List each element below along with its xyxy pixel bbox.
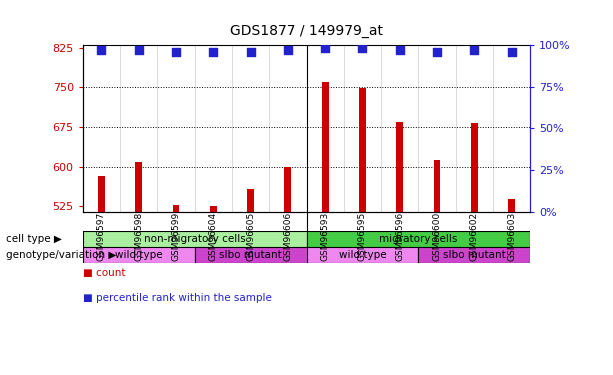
Point <box>246 49 256 55</box>
Text: GSM96606: GSM96606 <box>283 211 292 261</box>
Text: GSM96596: GSM96596 <box>395 211 404 261</box>
Point <box>395 47 405 53</box>
Text: GSM96603: GSM96603 <box>507 211 516 261</box>
Point <box>470 47 479 53</box>
Bar <box>83 231 306 247</box>
Bar <box>83 247 195 262</box>
Point <box>171 49 181 55</box>
Text: wild type: wild type <box>115 250 162 260</box>
Text: GSM96605: GSM96605 <box>246 211 255 261</box>
Bar <box>173 205 180 212</box>
Bar <box>306 247 418 262</box>
Bar <box>433 160 440 212</box>
Bar <box>322 82 329 212</box>
Bar <box>135 162 142 211</box>
Text: genotype/variation ▶: genotype/variation ▶ <box>6 250 116 260</box>
Text: non-migratory cells: non-migratory cells <box>144 234 245 244</box>
Text: GSM96595: GSM96595 <box>358 211 367 261</box>
Bar <box>418 247 530 262</box>
Bar <box>471 123 478 211</box>
Point <box>357 45 367 51</box>
Point <box>507 49 517 55</box>
Text: ■ percentile rank within the sample: ■ percentile rank within the sample <box>83 292 272 303</box>
Text: GDS1877 / 149979_at: GDS1877 / 149979_at <box>230 24 383 38</box>
Bar <box>210 206 216 212</box>
Text: migratory cells: migratory cells <box>379 234 457 244</box>
Point <box>432 49 442 55</box>
Point <box>96 47 106 53</box>
Bar <box>284 166 291 211</box>
Text: GSM96599: GSM96599 <box>172 211 180 261</box>
Bar <box>306 231 530 247</box>
Text: GSM96598: GSM96598 <box>134 211 143 261</box>
Text: GSM96602: GSM96602 <box>470 211 479 261</box>
Text: wild type: wild type <box>338 250 386 260</box>
Bar <box>397 122 403 211</box>
Bar <box>247 189 254 211</box>
Point <box>320 45 330 51</box>
Bar <box>98 176 105 211</box>
Bar <box>195 247 306 262</box>
Text: GSM96600: GSM96600 <box>433 211 441 261</box>
Text: slbo mutant: slbo mutant <box>219 250 282 260</box>
Point <box>283 47 293 53</box>
Text: ■ count: ■ count <box>83 268 125 278</box>
Bar <box>508 200 515 211</box>
Text: GSM96593: GSM96593 <box>321 211 330 261</box>
Text: GSM96597: GSM96597 <box>97 211 106 261</box>
Point <box>208 49 218 55</box>
Bar <box>359 88 366 212</box>
Text: cell type ▶: cell type ▶ <box>6 234 62 244</box>
Text: slbo mutant: slbo mutant <box>443 250 506 260</box>
Point <box>134 47 143 53</box>
Text: GSM96604: GSM96604 <box>209 211 218 261</box>
